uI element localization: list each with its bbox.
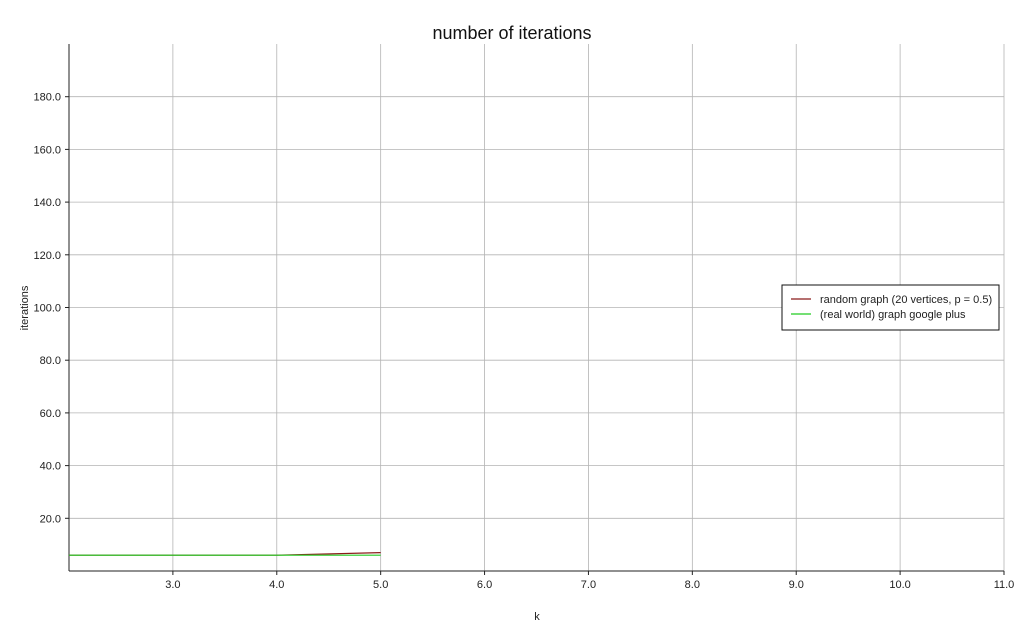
y-tick-label: 180.0 bbox=[33, 92, 61, 104]
x-tick-label: 6.0 bbox=[477, 579, 492, 591]
y-tick-label: 20.0 bbox=[40, 513, 61, 525]
y-tick-label: 80.0 bbox=[40, 355, 61, 367]
x-tick-label: 10.0 bbox=[889, 579, 910, 591]
x-tick-label: 9.0 bbox=[789, 579, 804, 591]
legend: random graph (20 vertices, p = 0.5) (real… bbox=[781, 284, 1000, 331]
y-tick-label: 160.0 bbox=[33, 144, 61, 156]
x-tick-label: 8.0 bbox=[685, 579, 700, 591]
tick-labels: 3.0 4.0 5.0 6.0 7.0 8.0 9.0 10.0 11.0 20.0 40.0 60.… bbox=[33, 92, 1014, 591]
y-tick-label: 120.0 bbox=[33, 250, 61, 262]
y-axis-label: iterations bbox=[19, 285, 31, 330]
x-tick-label: 3.0 bbox=[165, 579, 180, 591]
legend-label: (real world) graph google plus bbox=[820, 309, 966, 321]
y-tick-label: 100.0 bbox=[33, 303, 61, 315]
y-tick-label: 60.0 bbox=[40, 408, 61, 420]
y-tick-label: 140.0 bbox=[33, 197, 61, 209]
x-tick-label: 4.0 bbox=[269, 579, 284, 591]
x-tick-label: 5.0 bbox=[373, 579, 388, 591]
legend-box bbox=[781, 284, 1000, 331]
chart-title: number of iterations bbox=[432, 23, 591, 43]
x-axis-label: k bbox=[534, 611, 540, 623]
series-lines bbox=[69, 552, 381, 556]
y-tick-label: 40.0 bbox=[40, 461, 61, 473]
axes bbox=[65, 44, 1005, 575]
x-tick-label: 7.0 bbox=[581, 579, 596, 591]
x-tick-label: 11.0 bbox=[994, 579, 1015, 591]
legend-label: random graph (20 vertices, p = 0.5) bbox=[820, 294, 992, 306]
